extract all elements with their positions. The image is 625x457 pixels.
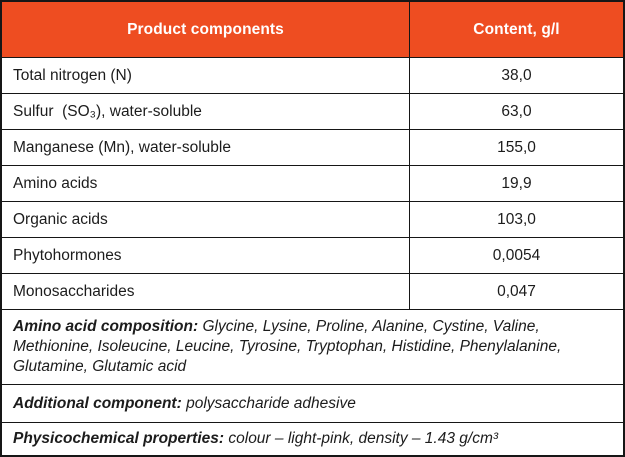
table-row: Phytohormones 0,0054 (2, 237, 623, 273)
row-value: 38,0 (501, 66, 532, 84)
row-label: Monosaccharides (2, 274, 410, 309)
note-text: Physicochemical properties: colour – lig… (13, 429, 498, 449)
note-amino-acid-composition: Amino acid composition: Glycine, Lysine,… (2, 309, 623, 384)
row-label: Manganese (Mn), water-soluble (2, 130, 410, 165)
row-value: 103,0 (497, 210, 536, 228)
row-value: 19,9 (501, 174, 532, 192)
row-label: Total nitrogen (N) (2, 58, 410, 93)
note-label: Physicochemical properties: (13, 430, 225, 447)
row-label: Sulfur (SO₃), water-soluble (2, 94, 410, 129)
note-label: Amino acid composition: (13, 318, 199, 335)
note-body: Glycine, Lysine, Proline, Alanine, Cysti… (13, 318, 562, 375)
row-value: 63,0 (501, 102, 532, 120)
table-row: Monosaccharides 0,047 (2, 273, 623, 309)
row-label: Amino acids (2, 166, 410, 201)
table-row: Amino acids 19,9 (2, 165, 623, 201)
note-body: colour – light-pink, density – 1.43 g/cm… (228, 430, 499, 447)
table-row: Sulfur (SO₃), water-soluble 63,0 (2, 93, 623, 129)
row-value: 0,0054 (492, 246, 541, 264)
row-value: 155,0 (497, 138, 536, 156)
table-row: Organic acids 103,0 (2, 201, 623, 237)
note-text: Additional component: polysaccharide adh… (13, 394, 356, 414)
header-content-gl: Content, g/l (473, 20, 560, 38)
table-row: Total nitrogen (N) 38,0 (2, 57, 623, 93)
note-body: polysaccharide adhesive (186, 394, 356, 412)
note-label: Additional component: (13, 394, 182, 412)
row-label: Organic acids (2, 202, 410, 237)
table-header-row: Product components Content, g/l (2, 2, 623, 57)
row-label: Phytohormones (2, 238, 410, 273)
note-additional-component: Additional component: polysaccharide adh… (2, 384, 623, 422)
header-product-components: Product components (2, 2, 410, 57)
note-physicochemical-properties: Physicochemical properties: colour – lig… (2, 422, 623, 455)
table-row: Manganese (Mn), water-soluble 155,0 (2, 129, 623, 165)
row-value: 0,047 (497, 282, 536, 300)
note-text: Amino acid composition: Glycine, Lysine,… (13, 317, 612, 377)
